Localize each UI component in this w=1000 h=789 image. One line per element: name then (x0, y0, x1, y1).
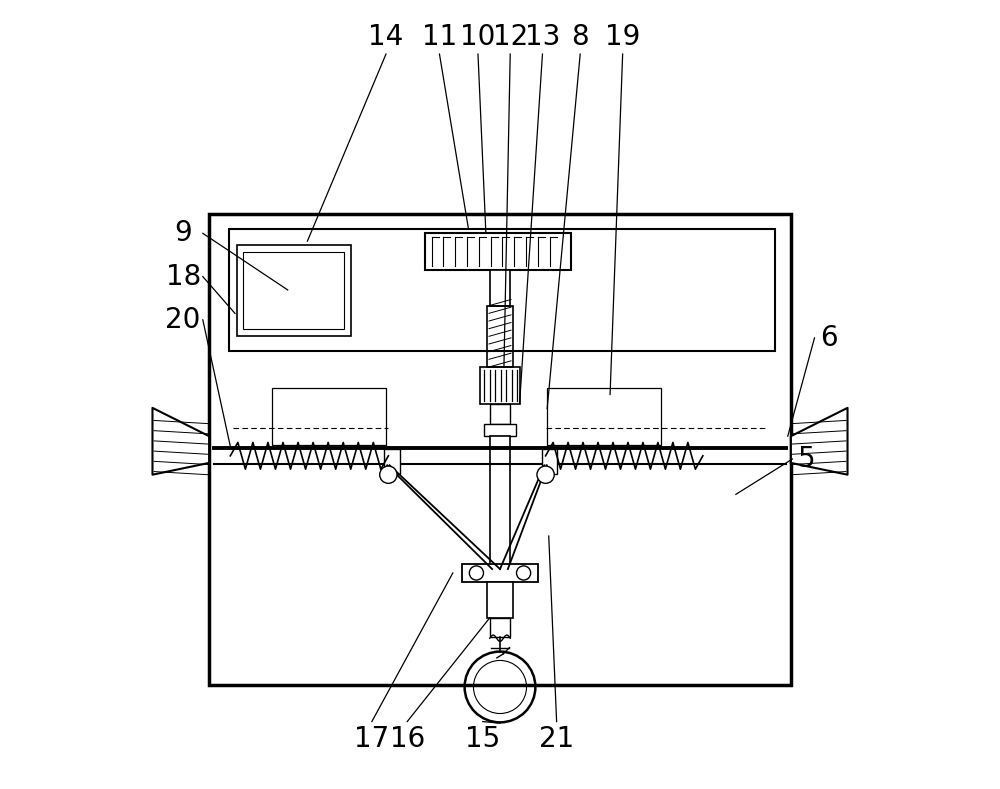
Bar (484, 424, 516, 436)
Circle shape (517, 566, 531, 580)
Bar (490, 618, 510, 637)
Text: 6: 6 (820, 324, 837, 352)
Circle shape (469, 566, 483, 580)
Bar (487, 305, 513, 367)
Text: 10: 10 (460, 23, 496, 50)
Bar (384, 449, 400, 474)
Bar (490, 436, 510, 575)
Text: 15: 15 (465, 725, 500, 753)
Circle shape (380, 466, 397, 484)
Bar (547, 388, 661, 445)
Text: 19: 19 (605, 23, 640, 50)
Bar (462, 564, 538, 581)
Text: 9: 9 (174, 219, 192, 247)
Polygon shape (791, 408, 848, 475)
Bar (237, 245, 351, 335)
Text: 20: 20 (165, 306, 201, 334)
Text: 12: 12 (493, 23, 528, 50)
Circle shape (537, 466, 554, 484)
Text: 5: 5 (798, 445, 815, 473)
Bar (487, 581, 513, 618)
Bar (490, 271, 510, 305)
Bar (425, 233, 571, 271)
Text: 21: 21 (539, 725, 574, 753)
Bar (229, 230, 775, 351)
Bar (542, 449, 557, 474)
Bar (480, 367, 520, 404)
Bar (272, 388, 386, 445)
Bar (243, 252, 344, 329)
Text: 17: 17 (354, 725, 389, 753)
Text: 11: 11 (422, 23, 457, 50)
Text: 16: 16 (390, 725, 425, 753)
Text: 14: 14 (368, 23, 404, 50)
Text: 18: 18 (166, 263, 201, 290)
Bar (209, 214, 791, 686)
Text: 8: 8 (571, 23, 589, 50)
Text: 13: 13 (525, 23, 560, 50)
Bar (490, 404, 510, 424)
Polygon shape (152, 408, 209, 475)
